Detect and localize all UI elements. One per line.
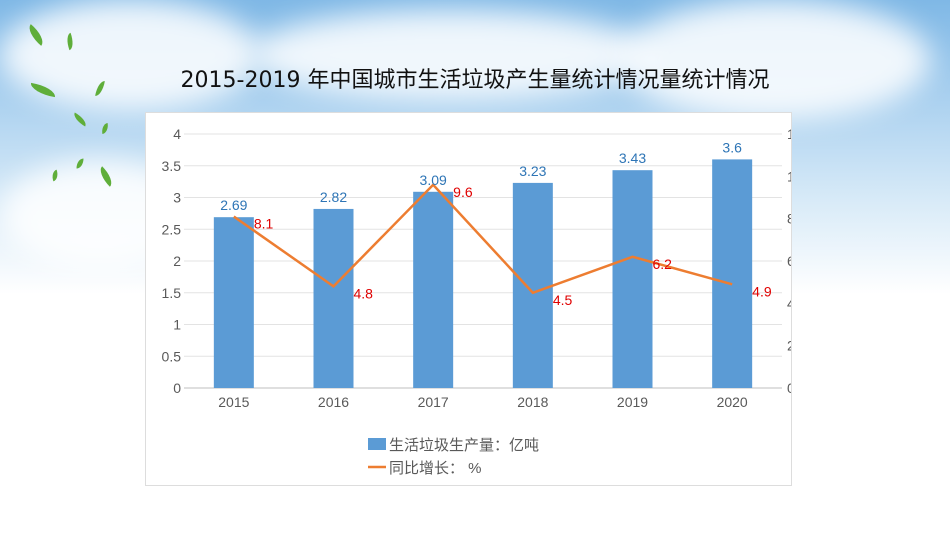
line-data-label: 4.5: [553, 292, 573, 308]
bar-data-label: 3.23: [519, 163, 546, 179]
line-data-label: 4.9: [752, 283, 772, 299]
y-right-tick-label: 4: [787, 295, 791, 311]
y-left-tick-label: 1: [173, 317, 181, 333]
bar: [213, 217, 254, 388]
cloud: [620, 0, 930, 120]
bar-data-label: 3.43: [619, 150, 646, 166]
bar: [512, 182, 553, 388]
y-right-tick-label: 10: [787, 168, 791, 184]
y-right-tick-label: 8: [787, 211, 791, 227]
bar-data-label: 2.82: [320, 189, 347, 205]
x-tick-label: 2016: [318, 394, 349, 410]
line-data-label: 8.1: [254, 216, 274, 232]
y-right-tick-label: 0: [787, 380, 791, 396]
leaf-icon: [100, 122, 110, 135]
line-data-label: 4.8: [354, 285, 374, 301]
legend-bar-label: 生活垃圾生产量：亿吨: [389, 437, 539, 454]
x-tick-label: 2017: [418, 394, 449, 410]
bar-data-label: 2.69: [220, 197, 247, 213]
chart-container: 0 0.5 1 1.5 2 2.5 3 3.5 4 0 2 4 6 8 10 12 2015 2016 2017 20…: [145, 112, 803, 486]
bar: [612, 170, 653, 388]
x-tick-label: 2019: [617, 394, 648, 410]
y-left-tick-label: 3: [173, 190, 181, 206]
bar: [413, 191, 454, 388]
legend-line-label: 同比增长： %: [389, 460, 482, 477]
y-right-tick-label: 2: [787, 338, 791, 354]
line-data-label: 6.2: [653, 256, 673, 272]
bar: [313, 208, 354, 388]
y-left-tick-label: 2.5: [162, 221, 182, 237]
page-title: 2015-2019 年中国城市生活垃圾产生量统计情况量统计情况: [180, 68, 770, 93]
y-right-tick-label: 12: [787, 126, 791, 142]
x-tick-label: 2020: [717, 394, 748, 410]
y-left-tick-label: 4: [173, 126, 181, 142]
leaf-icon: [71, 112, 89, 127]
y-left-tick-label: 2: [173, 253, 181, 269]
chart: 0 0.5 1 1.5 2 2.5 3 3.5 4 0 2 4 6 8 10 12 2015 2016 2017 20…: [162, 126, 803, 477]
x-tick-label: 2018: [517, 394, 548, 410]
y-right-tick-label: 6: [787, 253, 791, 269]
line-series: [233, 182, 733, 295]
y-left-tick-label: 1.5: [162, 285, 182, 301]
y-left-tick-label: 0: [173, 380, 181, 396]
legend-bar-swatch: [368, 438, 386, 450]
line-data-label: 9.6: [453, 184, 473, 200]
bar-data-label: 3.09: [420, 172, 447, 188]
y-left-tick-label: 3.5: [162, 158, 182, 174]
bar: [712, 159, 753, 388]
x-tick-label: 2015: [218, 394, 249, 410]
cloud: [250, 10, 650, 100]
bar-data-label: 3.6: [722, 139, 742, 155]
y-left-tick-label: 0.5: [162, 348, 182, 364]
